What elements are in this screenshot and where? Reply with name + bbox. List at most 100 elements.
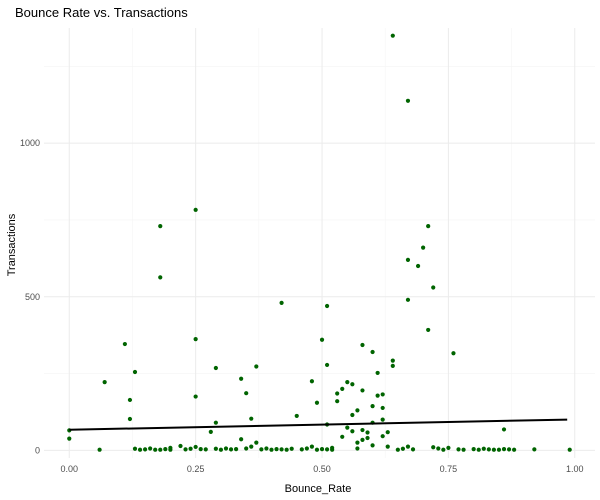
data-point	[340, 386, 345, 391]
data-point	[512, 447, 517, 452]
data-point	[299, 447, 304, 452]
data-point	[213, 365, 218, 371]
data-point	[360, 427, 365, 433]
data-point	[314, 447, 320, 452]
data-point	[249, 444, 254, 449]
data-point	[405, 444, 411, 449]
data-point	[355, 440, 360, 445]
data-point	[239, 437, 244, 442]
data-point	[365, 430, 370, 435]
data-point	[350, 412, 355, 418]
data-point	[451, 351, 456, 356]
x-tick-label: 0.25	[187, 464, 205, 474]
data-point	[304, 446, 309, 451]
data-point	[208, 429, 213, 434]
data-point	[254, 440, 259, 445]
y-axis-tick-labels: 0 500 1000	[20, 138, 40, 455]
data-point	[496, 447, 502, 452]
data-point	[335, 399, 340, 404]
data-point	[213, 420, 218, 425]
data-point	[350, 382, 355, 387]
data-point	[239, 376, 244, 381]
data-point	[158, 224, 163, 229]
data-point	[319, 337, 325, 342]
data-point	[188, 446, 193, 451]
data-point	[218, 447, 224, 452]
data-point	[461, 447, 466, 452]
data-point	[183, 447, 188, 452]
data-point	[405, 297, 411, 302]
data-point	[426, 224, 431, 229]
trend-line	[69, 418, 568, 431]
data-point	[127, 397, 133, 403]
data-point	[279, 447, 284, 452]
data-point	[481, 446, 486, 451]
data-point	[400, 446, 406, 451]
x-axis-tick-labels: 0.00 0.25 0.50 0.75 1.00	[61, 464, 584, 474]
data-point	[324, 303, 330, 309]
data-point	[345, 380, 350, 385]
data-point	[249, 416, 254, 421]
data-point	[390, 363, 395, 368]
data-point	[390, 33, 395, 38]
data-point	[153, 447, 158, 452]
data-point	[506, 447, 512, 452]
data-points	[67, 33, 572, 452]
data-point	[436, 446, 441, 451]
data-point	[314, 400, 320, 405]
data-point	[223, 446, 229, 451]
data-point	[330, 445, 335, 450]
data-point	[309, 444, 315, 449]
y-tick-label: 0	[35, 445, 40, 455]
data-point	[385, 430, 390, 435]
data-point	[476, 447, 481, 452]
data-point	[360, 437, 365, 442]
data-point	[289, 446, 294, 451]
data-point	[324, 362, 330, 368]
major-gridlines	[44, 28, 595, 458]
x-tick-label: 0.75	[440, 464, 458, 474]
x-tick-label: 0.00	[61, 464, 79, 474]
data-point	[370, 443, 375, 448]
chart-title: Bounce Rate vs. Transactions	[15, 5, 188, 20]
data-point	[143, 447, 148, 452]
data-point	[405, 98, 411, 103]
data-point	[193, 444, 198, 450]
y-tick-label: 500	[25, 292, 40, 302]
data-point	[97, 447, 102, 452]
minor-gridlines	[44, 28, 595, 458]
y-axis-title: Transactions	[6, 213, 18, 276]
data-point	[390, 358, 395, 363]
data-point	[335, 391, 340, 396]
data-point	[122, 341, 127, 347]
data-point	[269, 447, 274, 452]
data-point	[233, 446, 239, 452]
y-tick-label: 1000	[20, 138, 40, 148]
data-point	[415, 263, 421, 269]
data-point	[380, 417, 385, 422]
x-tick-label: 1.00	[566, 464, 584, 474]
data-point	[340, 434, 345, 439]
data-point	[380, 434, 385, 439]
data-point	[471, 446, 476, 452]
data-point	[148, 446, 153, 451]
data-point	[132, 446, 138, 451]
data-point	[446, 445, 451, 450]
data-point	[395, 447, 400, 452]
data-point	[294, 413, 299, 419]
data-point	[178, 443, 183, 449]
data-point	[264, 446, 269, 451]
data-point	[193, 207, 198, 212]
x-axis-title: Bounce_Rate	[285, 483, 352, 495]
data-point	[441, 447, 446, 452]
data-point	[501, 446, 507, 452]
data-point	[127, 416, 133, 422]
data-point	[254, 364, 259, 369]
data-point	[319, 446, 325, 452]
data-point	[259, 447, 264, 452]
data-point	[345, 425, 350, 430]
data-point	[360, 388, 365, 393]
data-point	[370, 403, 375, 409]
data-point	[486, 447, 491, 452]
